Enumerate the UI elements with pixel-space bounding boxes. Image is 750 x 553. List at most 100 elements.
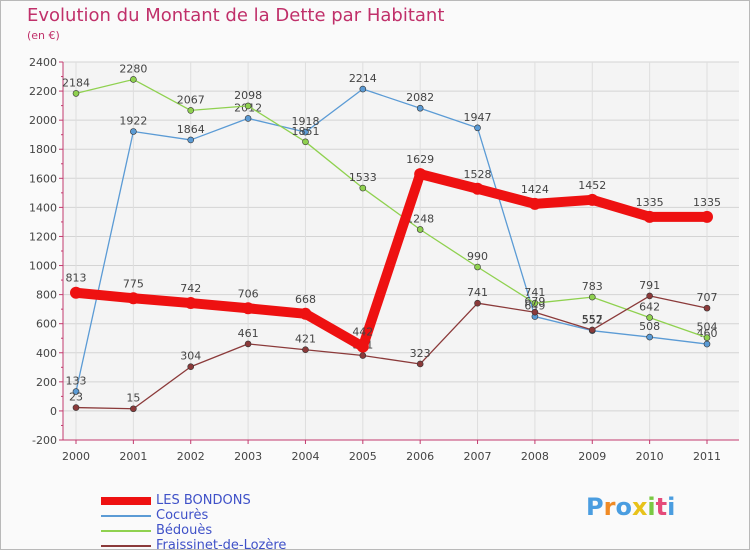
data-label-fraissinet-de-lozere: 741 xyxy=(467,286,488,299)
data-label-bedoues: 1248 xyxy=(406,212,434,225)
data-point-bedoues xyxy=(416,226,424,233)
data-point-bedoues xyxy=(187,107,195,114)
data-point-bedoues xyxy=(302,138,309,146)
data-label-les-bondons: 1335 xyxy=(693,196,721,209)
y-tick-label: 2400 xyxy=(29,56,57,69)
logo-letter: i xyxy=(647,493,656,521)
plot-area xyxy=(63,62,739,440)
series-line-les-bondons xyxy=(75,169,707,352)
data-point-bedoues xyxy=(359,184,367,192)
y-tick-label: 2200 xyxy=(29,85,57,98)
logo-letter: t xyxy=(655,493,668,521)
data-label-cocures: 1864 xyxy=(177,123,205,136)
data-point-cocures xyxy=(302,128,309,136)
data-label-les-bondons: 1452 xyxy=(578,179,606,192)
data-point-cocures xyxy=(359,85,367,93)
y-tick-label: 600 xyxy=(36,318,57,331)
data-point-les-bondons xyxy=(471,182,484,195)
x-tick-label: 2000 xyxy=(62,450,90,463)
data-label-les-bondons: 1335 xyxy=(636,196,664,209)
data-label-fraissinet-de-lozere: 707 xyxy=(697,291,718,304)
data-point-fraissinet-de-lozere xyxy=(359,352,367,359)
data-point-cocures xyxy=(244,115,252,122)
data-label-fraissinet-de-lozere: 679 xyxy=(524,295,545,308)
x-tick-label: 2009 xyxy=(578,450,606,463)
data-label-bedoues: 990 xyxy=(467,250,488,263)
data-label-les-bondons: 1629 xyxy=(406,153,434,166)
data-label-cocures: 2214 xyxy=(349,72,377,85)
data-point-bedoues xyxy=(244,102,252,110)
y-tick-label: 1400 xyxy=(29,201,57,214)
series-line-bedoues xyxy=(75,78,708,339)
data-label-fraissinet-de-lozere: 461 xyxy=(238,327,259,340)
data-point-les-bondons xyxy=(701,210,713,223)
y-tick-label: 1000 xyxy=(29,260,57,273)
data-label-bedoues: 642 xyxy=(639,301,660,314)
data-point-les-bondons xyxy=(528,197,541,210)
y-tick-label: 1600 xyxy=(29,172,57,185)
data-point-fraissinet-de-lozere xyxy=(646,292,653,300)
data-label-cocures: 2082 xyxy=(406,91,434,104)
data-point-fraissinet-de-lozere xyxy=(416,360,424,368)
data-label-cocures: 552 xyxy=(582,314,603,327)
x-tick-label: 2001 xyxy=(119,450,147,463)
data-point-cocures xyxy=(416,104,424,112)
data-label-bedoues: 2184 xyxy=(62,76,90,89)
data-label-bedoues: 1851 xyxy=(291,125,319,138)
data-label-cocures: 508 xyxy=(639,320,660,333)
data-point-fraissinet-de-lozere xyxy=(588,326,596,334)
y-tick-label: 1200 xyxy=(29,230,57,243)
x-tick-label: 2002 xyxy=(177,450,205,463)
x-tick-label: 2003 xyxy=(234,450,262,463)
data-point-fraissinet-de-lozere xyxy=(302,346,309,354)
data-label-les-bondons: 1424 xyxy=(521,183,549,196)
data-label-cocures: 460 xyxy=(697,327,718,340)
data-label-bedoues: 2098 xyxy=(234,89,262,102)
data-label-bedoues: 1533 xyxy=(349,171,377,184)
legend-label-fraissinet-de-lozere: Fraissinet-de-Lozère xyxy=(156,538,287,553)
legend-label-les-bondons: LES BONDONS xyxy=(156,493,251,508)
data-label-les-bondons: 1528 xyxy=(464,168,492,181)
data-point-les-bondons xyxy=(242,302,255,315)
data-label-fraissinet-de-lozere: 421 xyxy=(295,333,316,346)
data-label-les-bondons: 706 xyxy=(238,287,259,300)
legend-label-cocures: Cocurès xyxy=(156,508,209,523)
y-tick-label: 0 xyxy=(50,405,57,418)
data-point-bedoues xyxy=(588,293,596,301)
x-tick-label: 2007 xyxy=(464,450,492,463)
data-label-les-bondons: 668 xyxy=(295,293,316,306)
data-point-fraissinet-de-lozere xyxy=(130,405,137,413)
data-label-cocures: 1947 xyxy=(464,111,492,124)
logo-letter: i xyxy=(667,493,676,521)
data-label-bedoues: 741 xyxy=(524,286,545,299)
data-point-cocures xyxy=(72,388,80,395)
x-tick-label: 2011 xyxy=(693,450,721,463)
data-point-bedoues xyxy=(703,334,711,341)
logo-letter: o xyxy=(615,493,632,521)
proxiti-logo: Proxiti xyxy=(586,493,675,521)
data-label-bedoues: 2280 xyxy=(119,62,147,75)
data-label-cocures: 1922 xyxy=(119,114,147,127)
data-point-cocures xyxy=(474,124,481,132)
data-label-les-bondons: 442 xyxy=(352,326,373,339)
y-tick-label: 2000 xyxy=(29,114,57,127)
data-label-les-bondons: 775 xyxy=(123,277,144,290)
data-point-bedoues xyxy=(72,90,80,97)
data-label-les-bondons: 813 xyxy=(66,272,87,285)
data-point-fraissinet-de-lozere xyxy=(474,299,481,307)
data-point-bedoues xyxy=(646,314,653,321)
y-tick-label: -200 xyxy=(32,434,57,447)
data-label-bedoues: 783 xyxy=(582,280,603,293)
data-point-les-bondons xyxy=(643,210,656,223)
data-point-les-bondons xyxy=(70,286,82,299)
logo-letter: r xyxy=(603,493,616,521)
data-label-fraissinet-de-lozere: 15 xyxy=(126,392,140,405)
series-line-fraissinet-de-lozere xyxy=(75,295,708,410)
data-point-cocures xyxy=(646,333,653,341)
y-tick-label: 800 xyxy=(36,289,57,302)
data-point-bedoues xyxy=(130,76,137,83)
y-tick-label: 1800 xyxy=(29,143,57,156)
x-tick-label: 2006 xyxy=(406,450,434,463)
